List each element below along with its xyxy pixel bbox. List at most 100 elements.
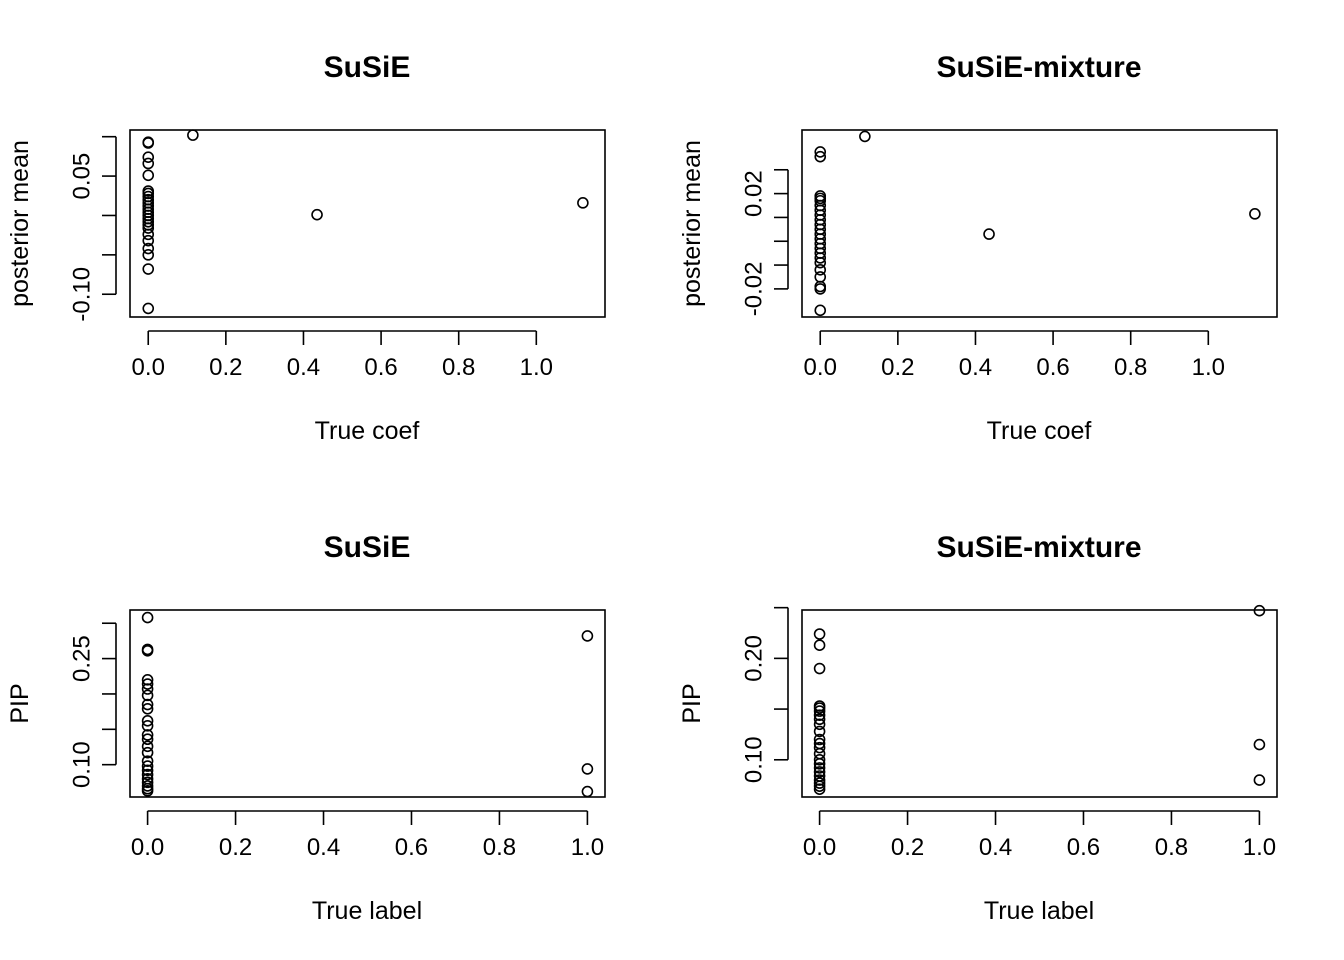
data-point	[141, 760, 154, 772]
x-tick-label: 0.6	[395, 834, 428, 861]
x-tick-label: 0.2	[881, 354, 914, 381]
y-tick-label: 0.10	[741, 736, 768, 783]
y-axis-label: posterior mean	[678, 140, 706, 307]
data-point	[142, 234, 155, 247]
data-point	[141, 674, 154, 686]
data-point	[813, 639, 826, 651]
x-tick-label: 1.0	[571, 834, 604, 861]
x-tick-label: 0.0	[132, 354, 165, 381]
data-point	[859, 130, 871, 143]
x-tick-label: 0.4	[307, 834, 340, 861]
y-axis-label: PIP	[6, 683, 34, 723]
x-tick-label: 0.8	[1155, 834, 1188, 861]
data-point	[141, 746, 154, 759]
data-point	[141, 733, 154, 746]
y-tick-label: 0.05	[69, 153, 96, 200]
x-tick-label: 0.6	[364, 354, 397, 381]
data-point	[141, 678, 154, 690]
plot-frame	[129, 609, 606, 798]
x-tick-label: 0.0	[131, 834, 164, 861]
x-tick-label: 0.2	[891, 834, 924, 861]
x-tick-label: 0.0	[804, 354, 837, 381]
x-tick-label: 0.8	[483, 834, 516, 861]
data-point	[142, 151, 155, 163]
data-point	[814, 264, 827, 276]
data-point	[141, 683, 154, 695]
data-point	[142, 215, 155, 228]
data-point	[813, 713, 826, 726]
data-point	[813, 783, 826, 795]
data-point	[141, 776, 154, 789]
data-point	[813, 777, 826, 789]
data-point	[142, 137, 155, 149]
data-point	[813, 762, 826, 774]
data-point	[142, 302, 155, 315]
data-point	[577, 197, 589, 209]
x-tick-label: 0.6	[1036, 354, 1069, 381]
data-point	[141, 645, 154, 657]
data-point	[141, 785, 154, 797]
data-point	[813, 766, 826, 778]
y-axis-label: posterior mean	[6, 140, 34, 307]
data-point	[141, 768, 154, 781]
data-point	[142, 157, 155, 170]
data-point	[141, 755, 154, 767]
data-point	[311, 208, 323, 221]
chart-title: SuSiE	[324, 51, 411, 84]
data-point	[814, 146, 827, 158]
data-point	[814, 252, 827, 264]
x-tick-label: 0.2	[219, 834, 252, 861]
data-point	[141, 719, 154, 732]
y-axis-label: PIP	[678, 683, 706, 723]
data-point	[813, 753, 826, 766]
chart-title: SuSiE-mixture	[936, 531, 1141, 564]
data-point	[581, 630, 594, 642]
data-point	[581, 785, 594, 798]
x-tick-label: 1.0	[520, 354, 553, 381]
data-point	[814, 304, 827, 317]
x-tick-label: 0.6	[1067, 834, 1100, 861]
data-point	[813, 662, 826, 675]
x-tick-label: 0.2	[209, 354, 242, 381]
y-tick-label: 0.20	[741, 635, 768, 682]
data-point	[1253, 738, 1266, 751]
data-point	[814, 283, 827, 295]
data-point	[142, 242, 155, 255]
data-point	[813, 709, 826, 721]
data-point	[1253, 604, 1266, 617]
y-tick-label: 0.25	[69, 635, 96, 682]
data-point	[813, 741, 826, 754]
plot-frame	[801, 609, 1278, 798]
data-point	[813, 718, 826, 731]
data-point	[813, 774, 826, 786]
data-point	[813, 725, 826, 738]
x-tick-label: 0.0	[803, 834, 836, 861]
data-point	[813, 702, 826, 714]
x-axis-label: True coef	[987, 417, 1092, 445]
panel-4: SuSiE-mixture True label PIP 0.0 0.2 0.4 0.6 0.…	[678, 531, 1278, 925]
x-tick-label: 0.4	[287, 354, 320, 381]
x-tick-label: 1.0	[1192, 354, 1225, 381]
x-tick-label: 0.4	[959, 354, 992, 381]
data-point	[814, 271, 827, 283]
x-axis-label: True label	[312, 897, 422, 925]
data-point	[581, 763, 594, 775]
x-tick-label: 0.4	[979, 834, 1012, 861]
data-point	[813, 628, 826, 640]
data-point	[813, 780, 826, 792]
data-point	[813, 733, 826, 746]
data-point	[142, 249, 155, 261]
x-axis-label: True coef	[315, 417, 420, 445]
data-point	[141, 740, 154, 753]
panel-1: SuSiE True coef posterior mean 0.0 0.2 0.4 0.6…	[6, 51, 606, 445]
data-point	[141, 715, 154, 727]
data-point	[141, 729, 154, 741]
data-point	[813, 758, 826, 770]
data-point	[814, 150, 827, 163]
data-point	[142, 263, 155, 275]
panel-2: SuSiE-mixture True coef posterior mean 0.0 0…	[678, 51, 1278, 445]
data-point	[1253, 774, 1266, 786]
data-point	[983, 228, 995, 240]
data-point	[142, 228, 155, 241]
data-point	[187, 129, 199, 141]
